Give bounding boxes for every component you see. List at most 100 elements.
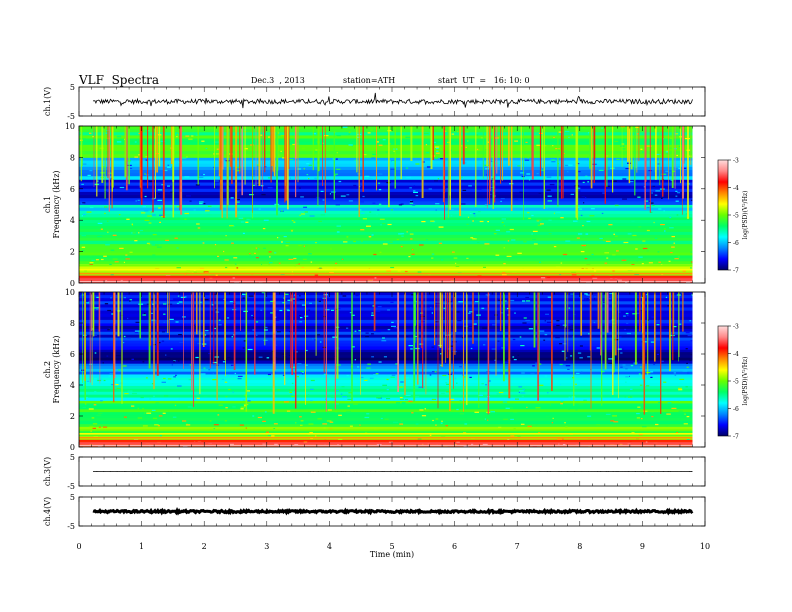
speckle: [296, 264, 298, 266]
speckle: [618, 336, 622, 338]
speckle: [608, 362, 613, 364]
speckle: [360, 229, 365, 231]
speckle: [612, 254, 616, 256]
speckle: [89, 132, 92, 134]
band-4-row: [79, 371, 693, 375]
speckle: [148, 222, 152, 224]
speckle: [142, 314, 147, 316]
speckle: [256, 183, 259, 185]
speckle: [588, 333, 590, 335]
speckle: [306, 174, 309, 176]
speckle: [528, 179, 531, 181]
speckle: [255, 321, 259, 323]
speckle: [93, 307, 99, 309]
speckle: [620, 366, 623, 368]
speckle: [610, 389, 612, 391]
speckle: [371, 356, 374, 358]
band-6-row: [79, 337, 693, 341]
speckle: [505, 370, 510, 372]
speckle: [644, 200, 649, 202]
speckle: [468, 327, 473, 329]
speckle: [142, 206, 146, 208]
speckle: [214, 327, 216, 330]
speckle: [613, 233, 615, 235]
speckle: [200, 301, 202, 303]
speckle: [581, 196, 585, 198]
speckle: [560, 217, 564, 219]
speckle: [290, 393, 293, 395]
speckle: [300, 317, 303, 319]
speckle: [283, 401, 289, 403]
band-7-row: [79, 307, 693, 311]
ytick-label: -5: [67, 112, 75, 121]
speckle: [115, 355, 121, 357]
speckle: [180, 296, 186, 298]
speckle: [673, 326, 677, 328]
speckle: [582, 225, 584, 227]
speckle: [281, 241, 283, 243]
speckle: [505, 300, 507, 302]
speckle: [502, 271, 506, 274]
speckle: [631, 432, 635, 434]
speckle: [593, 298, 596, 300]
speckle: [583, 126, 585, 128]
speckle: [638, 434, 643, 436]
speckle: [105, 134, 108, 136]
speckle: [368, 178, 373, 180]
speckle: [646, 229, 650, 232]
speckle: [89, 206, 94, 209]
speckle: [186, 195, 191, 197]
speckle: [195, 356, 199, 359]
speckle: [154, 424, 159, 426]
speckle: [164, 184, 167, 186]
band-1-row: [79, 269, 693, 273]
speckle: [242, 293, 245, 295]
speckle: [466, 257, 469, 259]
speckle: [687, 372, 690, 374]
speckle: [498, 426, 502, 428]
speckle: [250, 144, 254, 146]
date-label: Dec.3 , 2013: [251, 76, 305, 85]
speckle: [473, 323, 477, 325]
speckle: [144, 195, 147, 198]
speckle: [149, 180, 154, 182]
speckle: [165, 239, 169, 241]
speckle: [106, 137, 110, 139]
speckle: [382, 384, 387, 386]
speckle: [400, 203, 404, 205]
speckle: [435, 424, 437, 426]
speckle: [225, 260, 230, 262]
speckle: [293, 371, 296, 373]
speckle: [205, 330, 209, 332]
speckle: [159, 214, 163, 216]
speckle: [655, 423, 659, 426]
speckle: [690, 267, 692, 269]
speckle: [579, 345, 583, 347]
speckle: [561, 350, 565, 352]
speckle: [116, 141, 122, 143]
speckle: [665, 151, 669, 153]
band-6-row: [79, 346, 693, 350]
speckle: [658, 208, 662, 210]
speckle: [146, 303, 150, 305]
speckle: [384, 244, 388, 246]
speckle: [197, 342, 202, 345]
speckle: [319, 267, 322, 269]
speckle: [517, 257, 520, 259]
speckle: [293, 391, 296, 393]
speckle: [682, 270, 686, 272]
speckle: [651, 192, 653, 194]
speckle: [654, 194, 658, 196]
speckle: [518, 386, 523, 388]
speckle: [217, 414, 220, 416]
speckle: [380, 391, 383, 393]
band-7-row: [79, 132, 693, 136]
speckle: [195, 184, 200, 186]
speckle: [661, 178, 663, 180]
speckle: [354, 159, 356, 161]
speckle: [92, 136, 94, 138]
speckle: [525, 141, 528, 143]
speckle: [288, 354, 291, 356]
speckle: [442, 374, 447, 377]
speckle: [399, 398, 404, 400]
